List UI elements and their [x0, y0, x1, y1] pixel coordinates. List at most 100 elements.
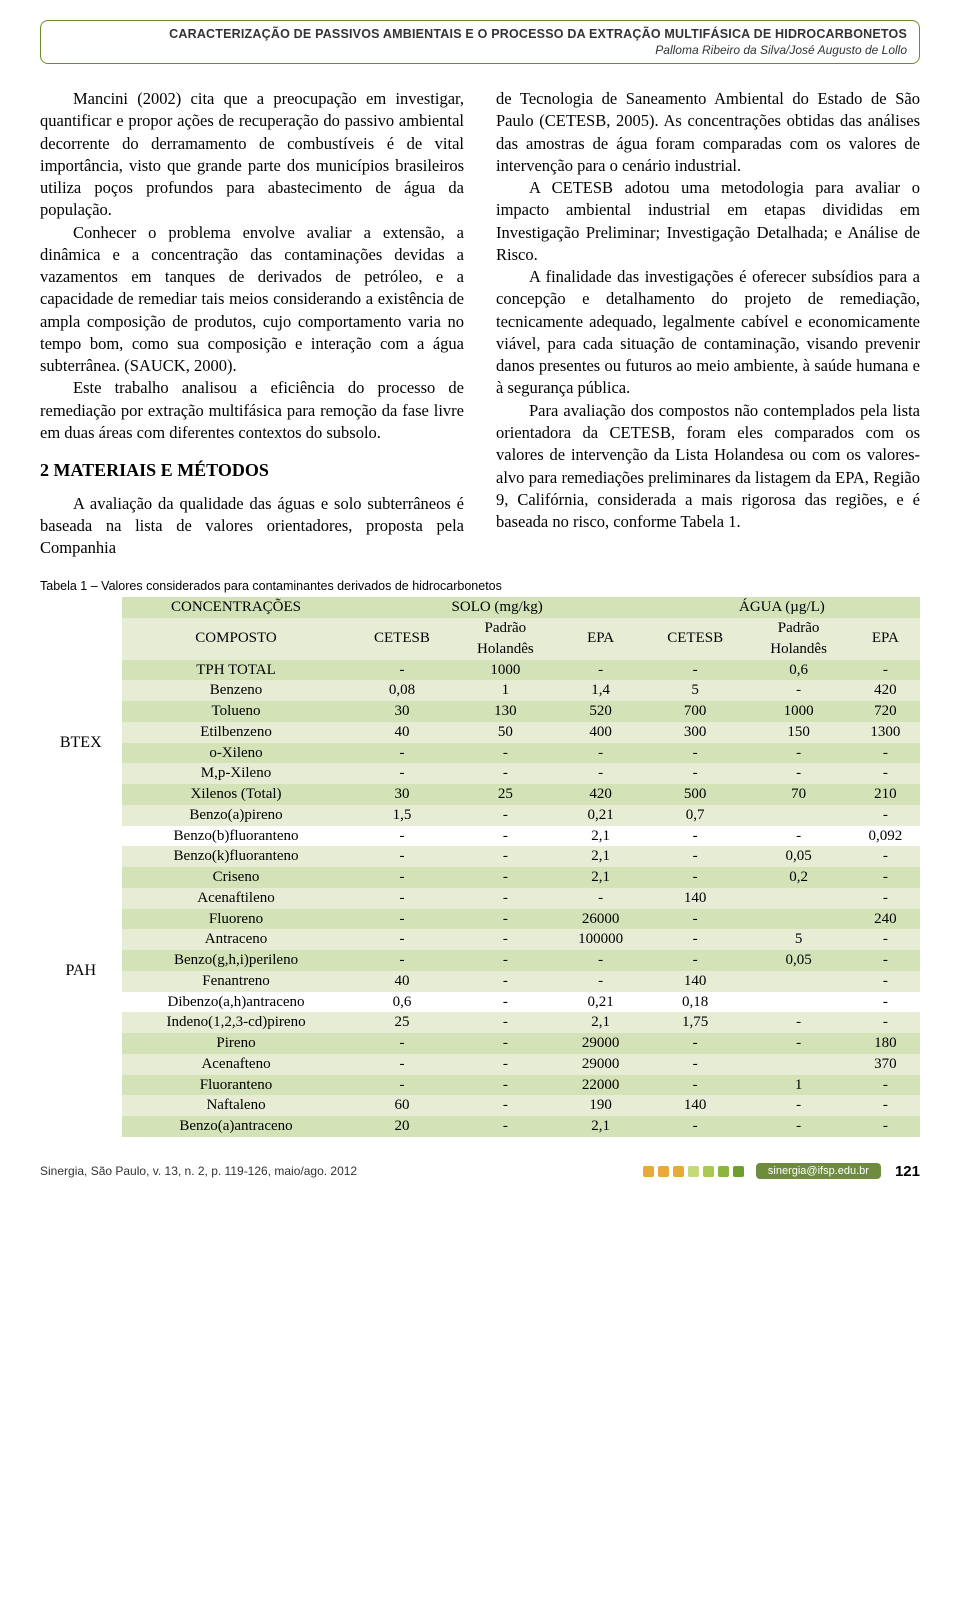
table-cell: 5 — [747, 929, 851, 950]
table-cell: - — [453, 826, 557, 847]
compound-name: Dibenzo(a,h)antraceno — [122, 992, 351, 1013]
table-cell: 150 — [747, 722, 851, 743]
table-cell: - — [851, 992, 920, 1013]
table-cell: - — [747, 826, 851, 847]
table-cell: - — [351, 1075, 454, 1096]
table-cell: - — [453, 1054, 557, 1075]
paragraph: A avaliação da qualidade das águas e sol… — [40, 493, 464, 560]
th-padrao: Padrão — [747, 618, 851, 639]
table-cell: - — [453, 950, 557, 971]
compound-name: Fluoreno — [122, 909, 351, 930]
paragraph: Este trabalho analisou a eficiência do p… — [40, 377, 464, 444]
decoration-square — [673, 1166, 684, 1177]
table-cell: 1,5 — [351, 805, 454, 826]
page-footer: Sinergia, São Paulo, v. 13, n. 2, p. 119… — [40, 1163, 920, 1180]
compound-name: Antraceno — [122, 929, 351, 950]
table-cell: - — [851, 1095, 920, 1116]
table-cell: 0,08 — [351, 680, 454, 701]
table-cell: - — [851, 743, 920, 764]
compound-name: Benzo(a)pireno — [122, 805, 351, 826]
paragraph: Para avaliação dos compostos não contemp… — [496, 400, 920, 534]
table-cell: - — [747, 763, 851, 784]
th-epa: EPA — [557, 618, 643, 660]
table-cell: 500 — [644, 784, 747, 805]
page-header: CARACTERIZAÇÃO DE PASSIVOS AMBIENTAIS E … — [40, 20, 920, 64]
table-cell: 2,1 — [557, 1012, 643, 1033]
table-cell: 140 — [644, 888, 747, 909]
compound-name: Benzo(b)fluoranteno — [122, 826, 351, 847]
table-cell: - — [747, 680, 851, 701]
table-cell: 0,092 — [851, 826, 920, 847]
table-cell: - — [453, 929, 557, 950]
th-padrao: Padrão — [453, 618, 557, 639]
table-cell: 700 — [644, 701, 747, 722]
table-cell: 0,21 — [557, 805, 643, 826]
table-cell: 1300 — [851, 722, 920, 743]
compound-name: Benzo(a)antraceno — [122, 1116, 351, 1137]
group-label — [40, 660, 122, 681]
group-label: PAH — [40, 805, 122, 1137]
table-cell: - — [644, 909, 747, 930]
table-cell: 0,6 — [351, 992, 454, 1013]
right-column: de Tecnologia de Saneamento Ambiental do… — [496, 88, 920, 559]
table-cell: - — [851, 950, 920, 971]
table-cell: - — [453, 1033, 557, 1054]
group-label: BTEX — [40, 680, 122, 805]
table-caption: Tabela 1 – Valores considerados para con… — [40, 579, 920, 593]
compound-name: Xilenos (Total) — [122, 784, 351, 805]
paragraph: A finalidade das investigações é oferece… — [496, 266, 920, 400]
table-cell: - — [851, 867, 920, 888]
table-cell: - — [351, 846, 454, 867]
table-cell: - — [557, 763, 643, 784]
table-cell: 0,05 — [747, 846, 851, 867]
decoration-square — [658, 1166, 669, 1177]
table-cell: - — [644, 929, 747, 950]
table-cell: - — [851, 763, 920, 784]
paragraph: de Tecnologia de Saneamento Ambiental do… — [496, 88, 920, 177]
table-cell: - — [557, 950, 643, 971]
decoration-square — [733, 1166, 744, 1177]
table-cell: 300 — [644, 722, 747, 743]
table-cell: - — [557, 743, 643, 764]
table-cell: 0,2 — [747, 867, 851, 888]
table-cell: - — [851, 1075, 920, 1096]
compound-name: Criseno — [122, 867, 351, 888]
table-cell: 190 — [557, 1095, 643, 1116]
table-cell: - — [351, 867, 454, 888]
table-cell — [747, 1054, 851, 1075]
table-cell: - — [644, 660, 747, 681]
table-cell: 2,1 — [557, 867, 643, 888]
table-cell: - — [851, 1116, 920, 1137]
decoration-square — [718, 1166, 729, 1177]
table-cell: - — [644, 826, 747, 847]
table-cell: 5 — [644, 680, 747, 701]
table-cell: - — [351, 929, 454, 950]
table-cell: - — [747, 1033, 851, 1054]
table-cell: 22000 — [557, 1075, 643, 1096]
table-cell: - — [644, 1033, 747, 1054]
table-cell: - — [747, 743, 851, 764]
body-columns: Mancini (2002) cita que a preocupação em… — [40, 88, 920, 559]
compound-name: Benzo(g,h,i)perileno — [122, 950, 351, 971]
table-cell: 26000 — [557, 909, 643, 930]
table-cell — [747, 909, 851, 930]
table-cell: - — [851, 888, 920, 909]
table-cell: - — [644, 846, 747, 867]
table-cell: - — [453, 867, 557, 888]
table-cell: 1,75 — [644, 1012, 747, 1033]
table-cell: 240 — [851, 909, 920, 930]
table-cell: - — [453, 888, 557, 909]
table-cell: 30 — [351, 701, 454, 722]
table-cell: - — [351, 909, 454, 930]
table-cell: 1000 — [747, 701, 851, 722]
table-cell: - — [851, 660, 920, 681]
table-cell: 130 — [453, 701, 557, 722]
table-cell: 370 — [851, 1054, 920, 1075]
table-cell: - — [351, 1054, 454, 1075]
table-cell: - — [453, 743, 557, 764]
table-cell: 420 — [557, 784, 643, 805]
table-cell: 20 — [351, 1116, 454, 1137]
table-cell: - — [557, 971, 643, 992]
table-cell: - — [644, 1075, 747, 1096]
table-cell: - — [351, 888, 454, 909]
